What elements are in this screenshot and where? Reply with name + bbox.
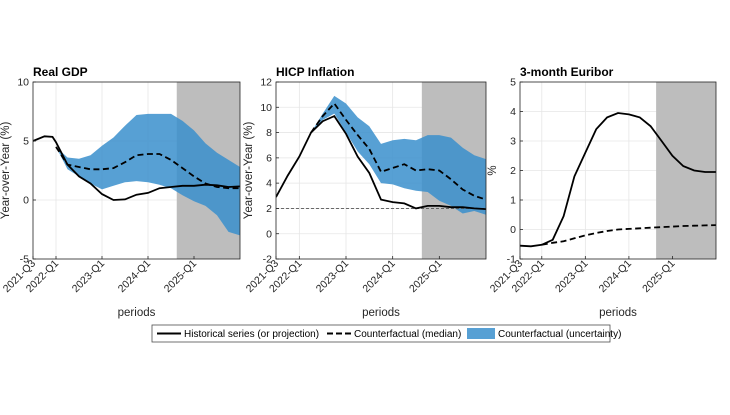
counterfactual-median-line	[310, 102, 486, 201]
chart-title: Real GDP	[33, 65, 88, 79]
chart-title: 3-month Euribor	[520, 65, 614, 79]
historical-line	[276, 114, 486, 210]
y-tick-label: 4	[510, 106, 516, 118]
uncertainty-band	[311, 95, 486, 215]
legend-historical-label: Historical series (or projection)	[184, 329, 319, 340]
y-tick-label: -1	[507, 254, 516, 266]
y-tick-label: 5	[510, 77, 516, 89]
uncertainty-band	[56, 113, 240, 236]
x-axis-label: periods	[118, 307, 156, 319]
axes-frame	[275, 81, 487, 260]
y-tick-label: 3	[510, 136, 516, 148]
y-tick-label: 4	[266, 178, 272, 190]
x-tick-label: 2024-Q1	[597, 258, 634, 295]
x-tick-label: 2023-Q1	[70, 258, 107, 295]
x-tick-label: 2025-Q1	[407, 258, 444, 295]
legend: Historical series (or projection) Counte…	[151, 324, 621, 343]
x-tick-label: 2025-Q1	[640, 258, 677, 295]
x-tick-label: 2024-Q1	[116, 258, 153, 295]
x-axis-label: periods	[599, 307, 637, 319]
y-tick-label: 8	[266, 127, 272, 139]
x-tick-label: 2023-Q1	[314, 258, 351, 295]
legend-box	[151, 324, 611, 343]
chart-title: HICP Inflation	[276, 65, 354, 79]
y-axis-label: %	[487, 165, 499, 175]
y-tick-label: 0	[266, 228, 272, 240]
x-tick-label: 2025-Q1	[162, 258, 199, 295]
y-tick-label: 0	[23, 195, 29, 207]
y-tick-label: 5	[23, 136, 29, 148]
y-tick-label: 1	[510, 195, 516, 207]
projection-shade	[656, 82, 716, 259]
y-tick-label: 12	[260, 77, 272, 89]
y-tick-label: 2	[510, 165, 516, 177]
legend-uncertainty-label: Counterfactual (uncertainty)	[498, 329, 621, 340]
y-tick-label: 6	[266, 152, 272, 164]
historical-line	[520, 112, 716, 248]
x-axis-label: periods	[362, 307, 400, 319]
counterfactual-median-line	[541, 224, 716, 246]
y-axis-label: Year-over-Year (%)	[0, 122, 12, 220]
axes-frame	[32, 81, 241, 260]
y-tick-label: 10	[17, 77, 29, 89]
historical-line	[33, 135, 240, 201]
legend-uncertainty-swatch	[467, 328, 495, 339]
legend-median-label: Counterfactual (median)	[354, 329, 461, 340]
y-tick-label: -2	[263, 254, 272, 266]
y-tick-label: 10	[260, 102, 272, 114]
y-tick-label: -5	[20, 254, 29, 266]
y-tick-label: 2	[266, 203, 272, 215]
x-tick-label: 2023-Q1	[553, 258, 590, 295]
y-tick-label: 0	[510, 224, 516, 236]
y-axis-label: Year-over-Year (%)	[243, 122, 255, 220]
x-tick-label: 2024-Q1	[360, 258, 397, 295]
